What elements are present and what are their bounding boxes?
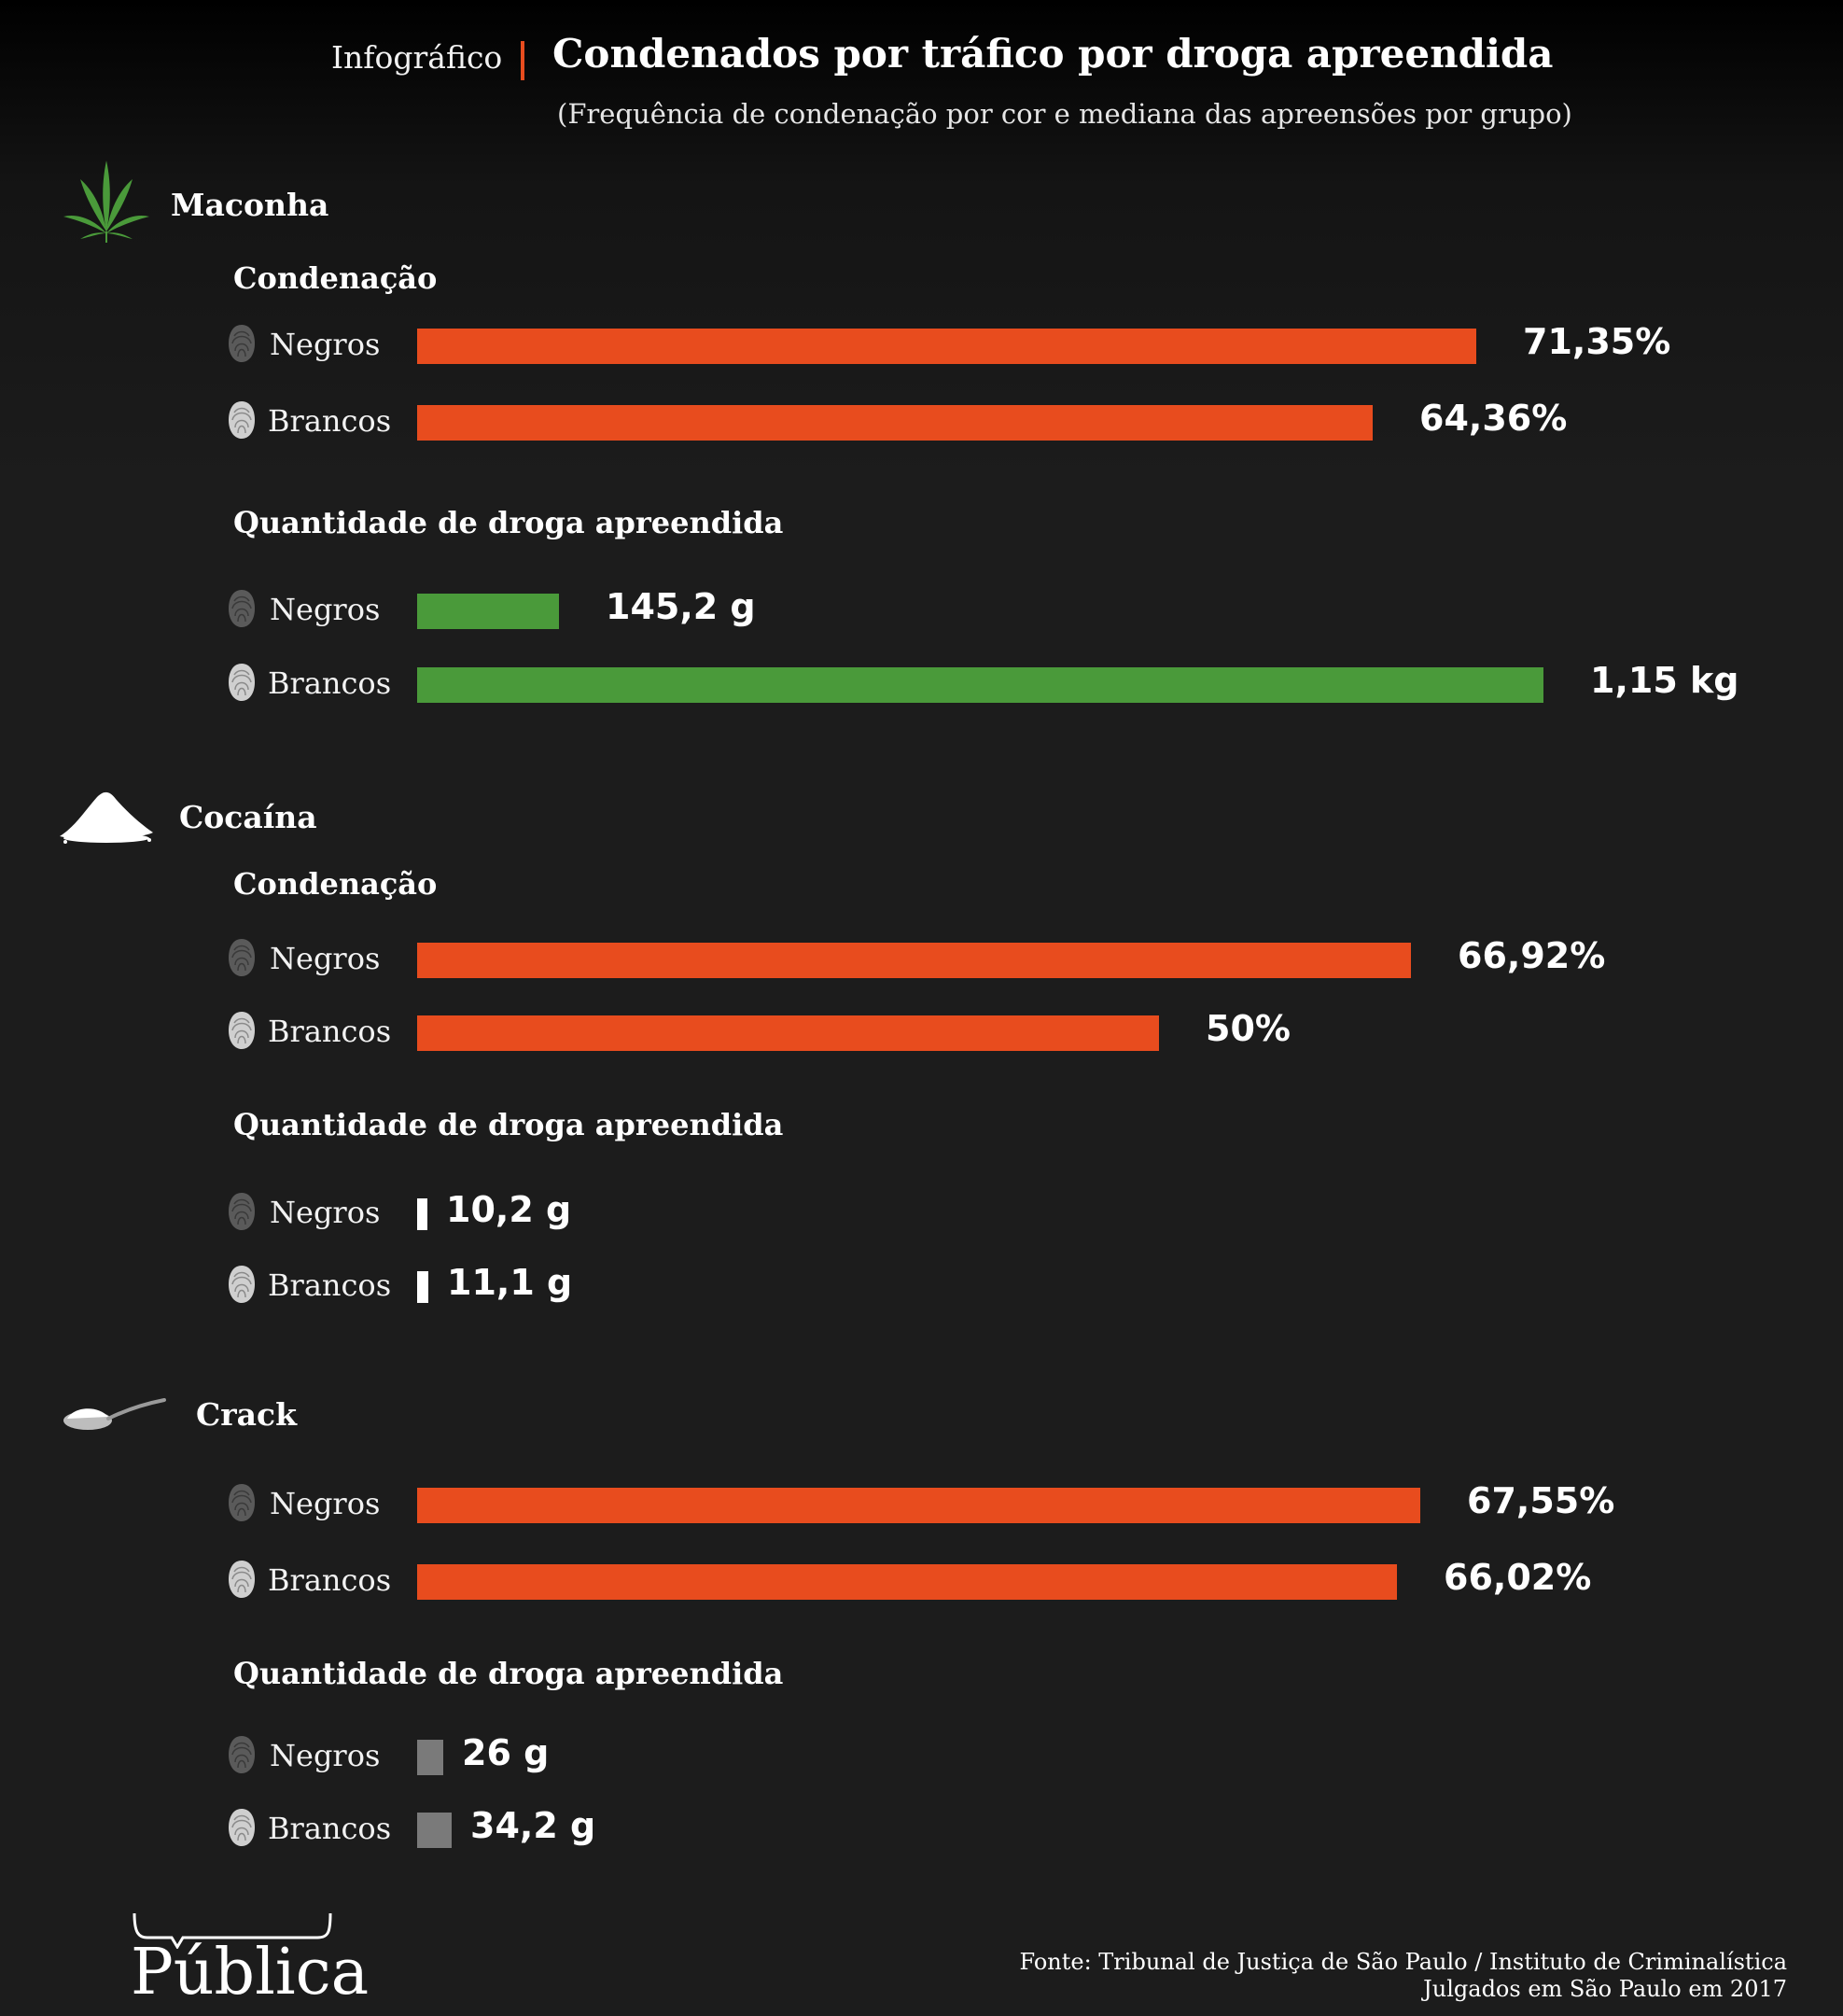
value-label-0-0: 71,35%: [1523, 321, 1671, 362]
value-label-2-0: 66,92%: [1458, 935, 1606, 976]
value-label-1-1: 1,15 kg: [1590, 660, 1739, 701]
value-label-3-0: 10,2 g: [446, 1189, 572, 1230]
page-subtitle: (Frequência de condenação por cor e medi…: [557, 98, 1572, 130]
drug-heading-crack: Crack: [196, 1396, 297, 1433]
fingerprint-icon: [227, 323, 257, 364]
powder-pile-icon: [56, 784, 157, 849]
drug-heading-maconha: Maconha: [171, 187, 329, 223]
value-label-4-0: 67,55%: [1467, 1480, 1615, 1521]
value-label-5-1: 34,2 g: [470, 1805, 596, 1846]
section-title-maconha-condenacao: Condenação: [233, 260, 438, 296]
bar-2-1: [417, 1015, 1159, 1051]
bar-4-0: [417, 1488, 1420, 1523]
bar-1-0: [417, 594, 559, 629]
logo-text: Pública: [131, 1936, 370, 2009]
section-title-cocaina-condenacao: Condenação: [233, 866, 438, 902]
source-line-1: Fonte: Tribunal de Justiça de São Paulo …: [1019, 1949, 1787, 1975]
group-label-5-0: Negros: [270, 1738, 381, 1773]
group-label-4-0: Negros: [270, 1486, 381, 1521]
bar-3-0: [417, 1198, 427, 1230]
group-label-1-1: Brancos: [268, 665, 392, 701]
fingerprint-icon: [227, 399, 257, 441]
value-label-1-0: 145,2 g: [606, 586, 756, 627]
fingerprint-icon: [227, 1264, 257, 1305]
fingerprint-icon: [227, 588, 257, 629]
bar-3-1: [417, 1271, 428, 1303]
bar-0-1: [417, 405, 1373, 441]
spoon-icon: [62, 1396, 166, 1437]
bar-5-1: [417, 1813, 452, 1848]
kicker: Infográfico: [331, 39, 503, 76]
fingerprint-icon: [227, 1559, 257, 1600]
fingerprint-icon: [227, 662, 257, 703]
fingerprint-icon: [227, 937, 257, 978]
bar-2-0: [417, 943, 1411, 978]
fingerprint-icon: [227, 1482, 257, 1523]
section-title-cocaina-quantidade: Quantidade de droga apreendida: [233, 1107, 784, 1142]
fingerprint-icon: [227, 1807, 257, 1848]
group-label-2-0: Negros: [270, 941, 381, 976]
drug-heading-cocaina: Cocaína: [179, 799, 317, 835]
fingerprint-icon: [227, 1010, 257, 1051]
value-label-3-1: 11,1 g: [447, 1262, 573, 1303]
value-label-0-1: 64,36%: [1419, 398, 1568, 439]
fingerprint-icon: [227, 1734, 257, 1775]
bar-5-0: [417, 1740, 443, 1775]
logo-bracket: [133, 1912, 332, 1950]
value-label-4-1: 66,02%: [1444, 1557, 1592, 1598]
publica-logo: Pública: [131, 1911, 369, 2009]
bar-1-1: [417, 667, 1543, 703]
group-label-3-0: Negros: [270, 1195, 381, 1230]
value-label-2-1: 50%: [1206, 1008, 1291, 1049]
source-line-2: Julgados em São Paulo em 2017: [1423, 1976, 1787, 2002]
group-label-5-1: Brancos: [268, 1811, 392, 1846]
fingerprint-icon: [227, 1191, 257, 1232]
kicker-separator: [521, 41, 524, 80]
bar-0-0: [417, 329, 1476, 364]
value-label-5-0: 26 g: [462, 1732, 550, 1773]
page-title: Condenados por tráfico por droga apreend…: [552, 31, 1554, 77]
section-title-maconha-quantidade: Quantidade de droga apreendida: [233, 505, 784, 540]
group-label-2-1: Brancos: [268, 1014, 392, 1049]
group-label-1-0: Negros: [270, 592, 381, 627]
cannabis-leaf-icon: [62, 159, 151, 246]
group-label-3-1: Brancos: [268, 1267, 392, 1303]
bar-4-1: [417, 1564, 1397, 1600]
group-label-4-1: Brancos: [268, 1562, 392, 1598]
group-label-0-1: Brancos: [268, 403, 392, 439]
section-title-crack-quantidade: Quantidade de droga apreendida: [233, 1656, 784, 1691]
group-label-0-0: Negros: [270, 327, 381, 362]
